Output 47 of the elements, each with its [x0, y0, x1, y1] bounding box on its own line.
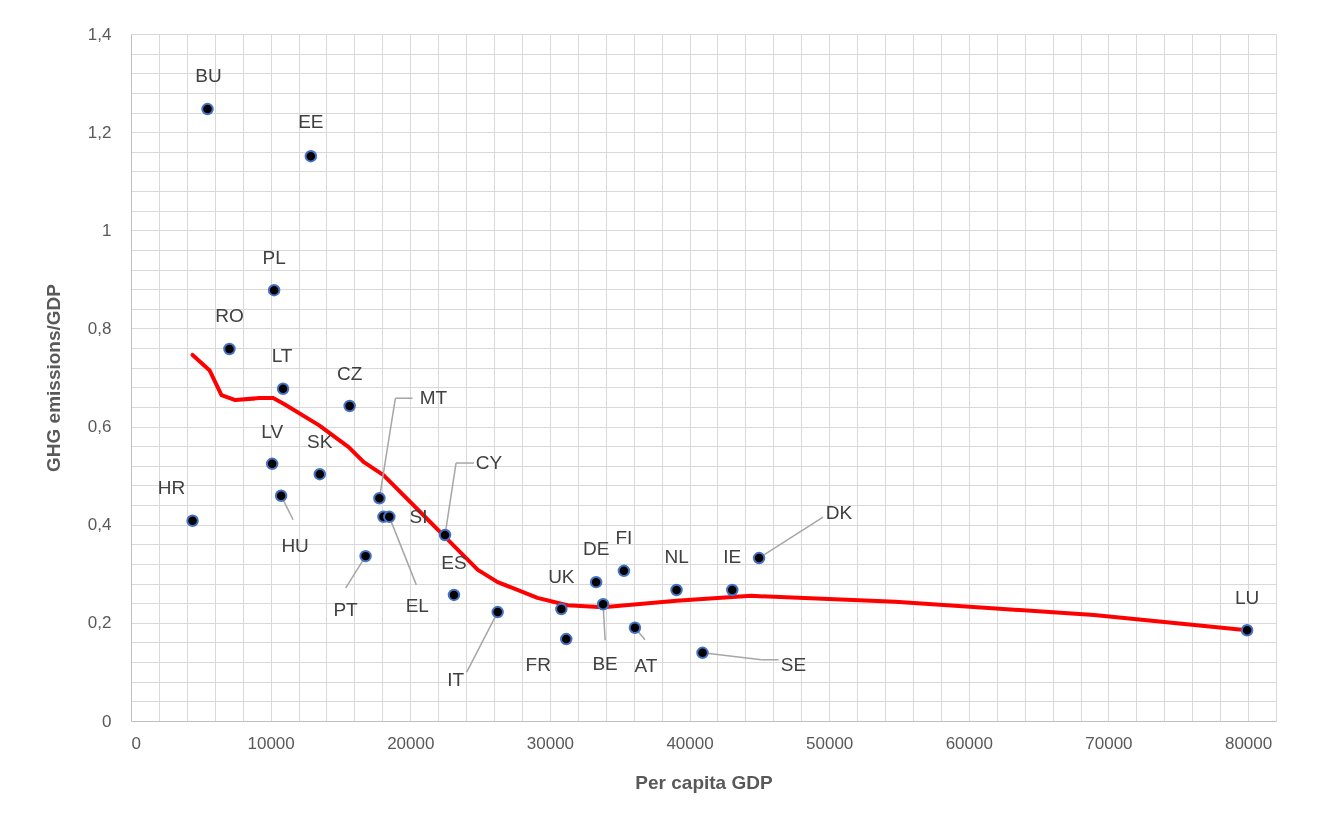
y-tick-label: 0 — [102, 711, 112, 731]
annotation: BE — [592, 653, 618, 675]
annotation: EL — [405, 594, 429, 616]
annotation: SE — [780, 653, 807, 675]
x-tick-label: 30000 — [526, 733, 575, 753]
annotation: MT — [419, 387, 448, 409]
annotation: RO — [215, 305, 244, 327]
y-tick-label: 1,2 — [87, 122, 112, 142]
annotation: LV — [261, 420, 284, 442]
x-tick-label: 50000 — [806, 733, 854, 753]
annotation: AT — [634, 654, 658, 676]
annotation: SI — [409, 505, 428, 527]
annotation: PL — [262, 247, 286, 269]
y-tick-label: 1,4 — [87, 24, 112, 44]
y-tick-label: 0,6 — [87, 417, 112, 437]
annotation: UK — [548, 566, 575, 588]
y-tick-label: 0,2 — [87, 613, 112, 633]
x-tick-label: 60000 — [945, 733, 993, 753]
y-axis-title: GHG emissions/GDP — [42, 283, 64, 472]
annotation: DE — [582, 538, 610, 560]
x-tick-label: 10000 — [247, 733, 295, 753]
annotation: LT — [271, 344, 293, 366]
y-tick-label: 0,4 — [87, 515, 112, 535]
annotation: HR — [157, 476, 186, 498]
annotation: PT — [333, 599, 359, 621]
annotation: CZ — [337, 362, 363, 384]
annotation: IE — [723, 545, 742, 567]
x-tick-label: 70000 — [1085, 733, 1133, 753]
annotation: LU — [1234, 587, 1260, 609]
x-tick-label: 80000 — [1224, 733, 1273, 753]
x-tick-label: 40000 — [666, 733, 714, 753]
annotation: HU — [281, 534, 309, 556]
annotation: ES — [441, 551, 467, 573]
annotation: FR — [525, 654, 551, 676]
annotation: SK — [307, 431, 333, 453]
annotation: CY — [475, 452, 503, 474]
annotation: EE — [298, 111, 324, 133]
y-tick-label: 0,8 — [87, 318, 112, 338]
x-tick-label: 0 — [131, 733, 141, 753]
annotation: BU — [195, 65, 222, 87]
annotation: IT — [447, 669, 465, 691]
annotation: NL — [664, 545, 689, 567]
annotation: DK — [825, 502, 853, 524]
x-tick-label: 20000 — [387, 733, 435, 753]
annotation: FI — [615, 526, 633, 548]
x-axis-title: Per capita GDP — [635, 771, 773, 793]
y-tick-label: 1 — [102, 220, 112, 240]
